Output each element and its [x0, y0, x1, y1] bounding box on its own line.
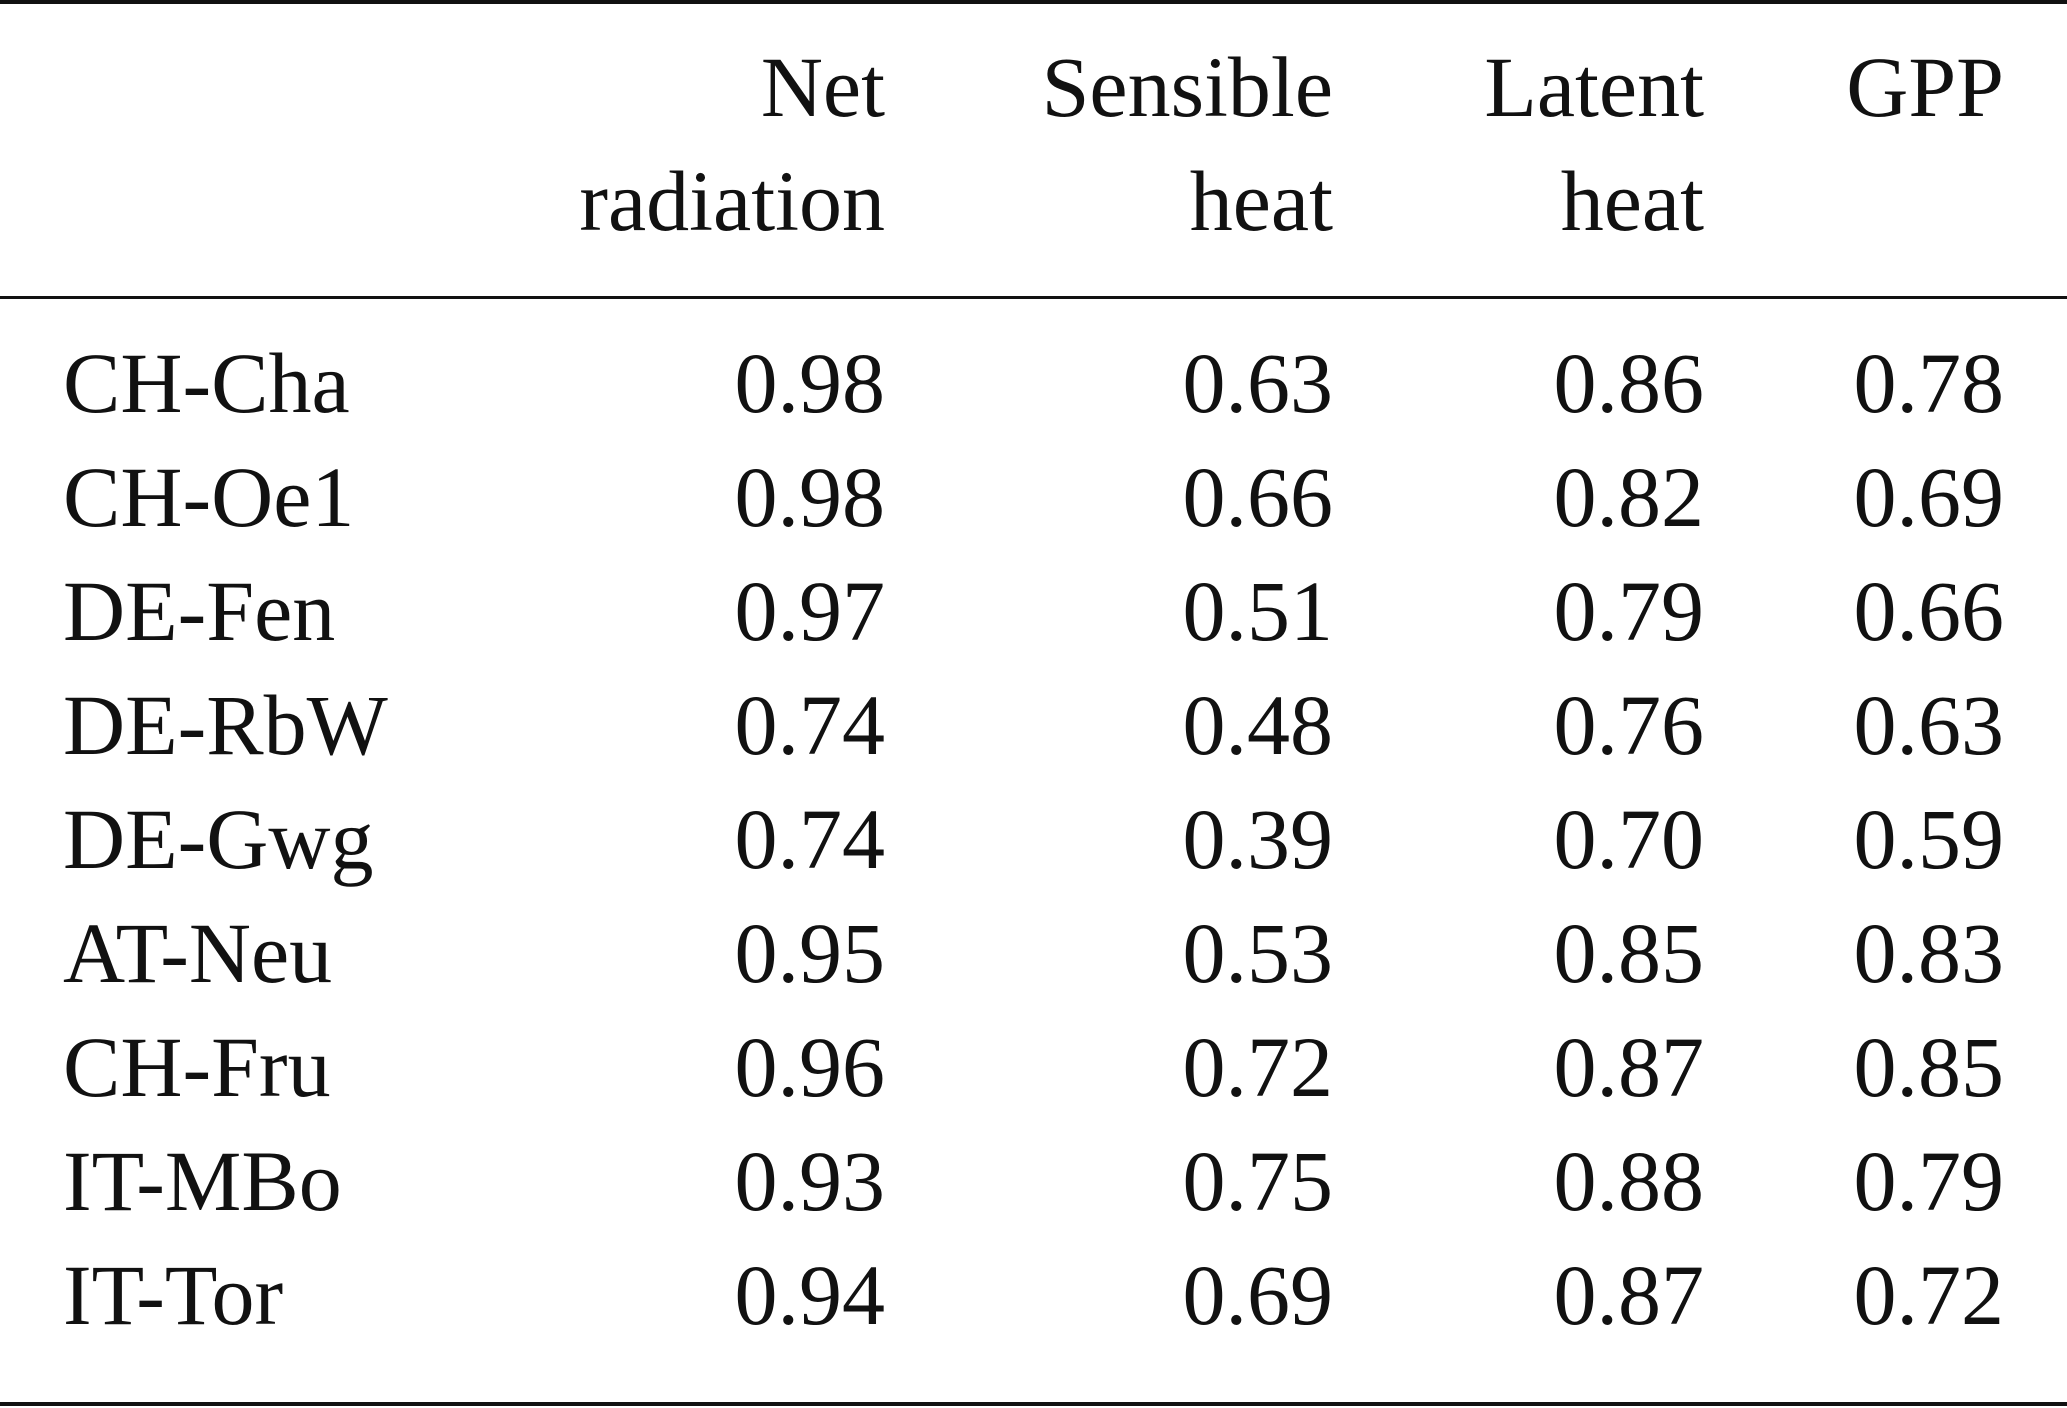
- header-line-1: Latent: [1484, 39, 1704, 135]
- sensible-heat-value: 0.69: [1182, 1247, 1334, 1343]
- net-radiation-value: 0.94: [734, 1247, 886, 1343]
- column-header-gpp: GPP: [1740, 30, 2004, 144]
- gpp-value: 0.83: [1853, 905, 2005, 1001]
- column-header-sensible-heat: Sensible heat: [920, 30, 1333, 258]
- net-radiation-value: 0.97: [734, 563, 886, 659]
- header-line-2: heat: [1560, 153, 1704, 249]
- site-name: DE-RbW: [63, 677, 388, 773]
- latent-heat-value: 0.79: [1553, 563, 1705, 659]
- table-row: IT-Tor 0.94 0.69 0.87 0.72: [0, 1238, 2067, 1352]
- net-radiation-value: 0.96: [734, 1019, 886, 1115]
- sensible-heat-value: 0.48: [1182, 677, 1334, 773]
- latent-heat-value: 0.85: [1553, 905, 1705, 1001]
- gpp-value: 0.72: [1853, 1247, 2005, 1343]
- table-row: DE-Gwg 0.74 0.39 0.70 0.59: [0, 782, 2067, 896]
- gpp-value: 0.69: [1853, 449, 2005, 545]
- header-line-1: Sensible: [1041, 39, 1333, 135]
- site-name: CH-Cha: [63, 335, 350, 431]
- latent-heat-value: 0.87: [1553, 1019, 1705, 1115]
- net-radiation-value: 0.95: [734, 905, 886, 1001]
- latent-heat-value: 0.70: [1553, 791, 1705, 887]
- table-row: DE-Fen 0.97 0.51 0.79 0.66: [0, 554, 2067, 668]
- sensible-heat-value: 0.72: [1182, 1019, 1334, 1115]
- latent-heat-value: 0.86: [1553, 335, 1705, 431]
- table-row: CH-Fru 0.96 0.72 0.87 0.85: [0, 1010, 2067, 1124]
- site-name: AT-Neu: [63, 905, 333, 1001]
- column-header-net-radiation: Net radiation: [480, 30, 885, 258]
- sensible-heat-value: 0.51: [1182, 563, 1334, 659]
- net-radiation-value: 0.74: [734, 677, 886, 773]
- site-name: CH-Fru: [63, 1019, 331, 1115]
- sensible-heat-value: 0.39: [1182, 791, 1334, 887]
- net-radiation-value: 0.74: [734, 791, 886, 887]
- site-name: IT-MBo: [63, 1133, 342, 1229]
- latent-heat-value: 0.87: [1553, 1247, 1705, 1343]
- site-name: CH-Oe1: [63, 449, 355, 545]
- latent-heat-value: 0.82: [1553, 449, 1705, 545]
- net-radiation-value: 0.93: [734, 1133, 886, 1229]
- table-row: DE-RbW 0.74 0.48 0.76 0.63: [0, 668, 2067, 782]
- table-row: CH-Cha 0.98 0.63 0.86 0.78: [0, 326, 2067, 440]
- table-row: AT-Neu 0.95 0.53 0.85 0.83: [0, 896, 2067, 1010]
- gpp-value: 0.79: [1853, 1133, 2005, 1229]
- sensible-heat-value: 0.53: [1182, 905, 1334, 1001]
- table-top-rule: [0, 0, 2067, 4]
- header-line-1: Net: [760, 39, 885, 135]
- gpp-value: 0.63: [1853, 677, 2005, 773]
- header-line-1: GPP: [1846, 39, 2004, 135]
- gpp-value: 0.59: [1853, 791, 2005, 887]
- sensible-heat-value: 0.66: [1182, 449, 1334, 545]
- sensible-heat-value: 0.75: [1182, 1133, 1334, 1229]
- latent-heat-value: 0.76: [1553, 677, 1705, 773]
- table-bottom-rule: [0, 1402, 2067, 1406]
- table-row: CH-Oe1 0.98 0.66 0.82 0.69: [0, 440, 2067, 554]
- table-header-rule: [0, 296, 2067, 299]
- net-radiation-value: 0.98: [734, 449, 886, 545]
- gpp-value: 0.78: [1853, 335, 2005, 431]
- site-name: DE-Fen: [63, 563, 336, 659]
- column-header-latent-heat: Latent heat: [1360, 30, 1704, 258]
- gpp-value: 0.66: [1853, 563, 2005, 659]
- net-radiation-value: 0.98: [734, 335, 886, 431]
- header-line-2: heat: [1189, 153, 1333, 249]
- site-name: IT-Tor: [63, 1247, 284, 1343]
- site-name: DE-Gwg: [63, 791, 374, 887]
- gpp-value: 0.85: [1853, 1019, 2005, 1115]
- sensible-heat-value: 0.63: [1182, 335, 1334, 431]
- header-line-2: radiation: [579, 153, 885, 249]
- latent-heat-value: 0.88: [1553, 1133, 1705, 1229]
- table-row: IT-MBo 0.93 0.75 0.88 0.79: [0, 1124, 2067, 1238]
